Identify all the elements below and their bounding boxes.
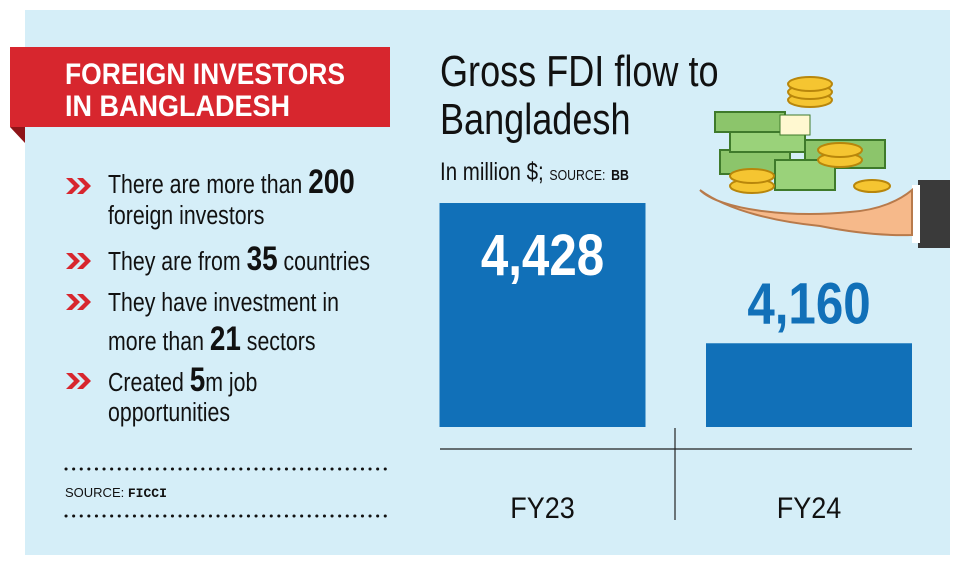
value-label: 4,428 [481,223,604,288]
bullet-line: Created 5m job [108,360,257,398]
bullet-text: They are from [108,247,247,277]
chart-title: Gross FDI flow to [440,47,719,96]
heading: FOREIGN INVESTORS [65,58,345,91]
bullet-figure: 21 [210,319,241,357]
bullet-line: foreign investors [108,201,264,231]
chart-title: Bangladesh [440,95,631,144]
sleeve [918,180,950,248]
bullet-text: foreign investors [108,201,264,231]
bullet-line: more than 21 sectors [108,319,316,357]
source: BB [611,167,629,183]
bullet-icons [66,178,91,389]
banknote [714,111,786,133]
bullet-figure: 35 [247,239,278,277]
x-tick-label: FY24 [777,492,842,526]
bullet-line: They have investment in [108,288,339,318]
source: FICCI [128,486,167,501]
source-label: SOURCE: FICCI [65,485,167,501]
bullet-text: They have investment in [108,288,339,318]
plot: 4,428 FY23 4,160 FY24 [439,203,912,526]
bullet-line: They are from 35 countries [108,239,370,277]
bullet-text: more than [108,327,210,357]
bar [439,203,646,427]
bullet-text: countries [278,247,370,277]
source-label: SOURCE: [65,485,124,500]
chart-subtitle: In million $; SOURCE: BB [440,157,629,185]
bullet-line: There are more than 200 [108,162,355,200]
chevron [66,253,91,269]
coin [853,179,891,193]
coin [817,142,863,158]
banknote-label [779,114,811,136]
chart-subtitle: In million $; [440,157,544,185]
bullet-line: opportunities [108,398,230,428]
bullet-figure: 200 [308,162,355,200]
coins [729,76,891,194]
value-label: 4,160 [747,272,870,337]
bullet-text: There are more than [108,170,308,200]
bullet-text: Created [108,368,190,398]
coin [787,76,833,92]
hand [699,187,913,237]
x-tick-label: FY23 [510,492,574,526]
coin [729,168,775,184]
banner [10,47,390,127]
bar [706,343,912,427]
bullet-text: m job [205,368,257,398]
bullet-figure: 5 [190,360,206,398]
chevron [66,294,91,310]
chevron [66,373,91,389]
banner-fold [10,127,25,143]
cuff [912,185,920,243]
source-label: SOURCE: [549,167,605,183]
heading: IN BANGLADESH [65,90,290,123]
bullet-text: sectors [241,327,316,357]
bullet-text: opportunities [108,398,230,428]
money-illustration [699,76,950,248]
chart-heading: Gross FDI flow to Bangladesh In million … [440,47,719,186]
chevron [66,178,91,194]
